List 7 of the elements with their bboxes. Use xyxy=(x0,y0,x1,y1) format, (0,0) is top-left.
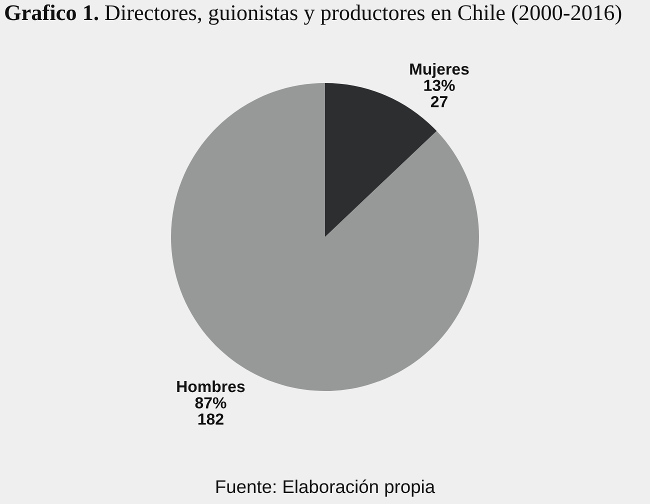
slice-label: Mujeres xyxy=(410,63,469,78)
chart-subtitle: Directores, guionistas y productores en Chile (2000-2016) xyxy=(105,4,622,25)
source-note: Fuente: Elaboración propia xyxy=(216,480,436,497)
slice-label: Hombres xyxy=(177,380,245,392)
chart-title: Grafico 1. xyxy=(5,4,98,20)
data-label: 87% 182 xyxy=(195,397,226,425)
data-label: 13% 27 xyxy=(424,80,455,108)
